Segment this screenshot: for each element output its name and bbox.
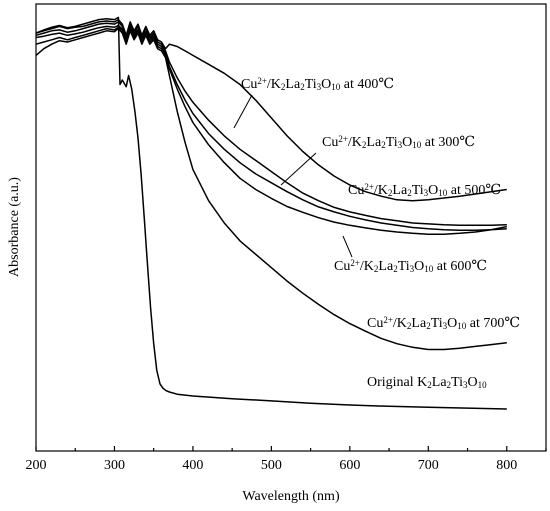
series-label-3: Cu2+/K2La2Ti3O10 at 600℃ — [334, 258, 487, 274]
series-label-2: Cu2+/K2La2Ti3O10 at 500℃ — [348, 182, 501, 198]
x-tick-label: 600 — [339, 458, 360, 473]
x-tick-label: 500 — [261, 458, 282, 473]
series-label-0: Cu2+/K2La2Ti3O10 at 400℃ — [241, 76, 394, 92]
x-axis-ticks — [35, 446, 547, 451]
series-line-5 — [35, 16, 507, 410]
x-axis-tick-labels: 200 300 400 500 600 700 800 — [26, 458, 518, 473]
leader-line-3 — [342, 235, 353, 258]
series-line-1 — [35, 21, 507, 227]
series-labels: Cu2+/K2La2Ti3O10 at 400℃ Cu2+/K2La2Ti3O10… — [241, 76, 520, 390]
x-axis-label: Wavelength (nm) — [242, 489, 340, 504]
x-tick-label: 800 — [496, 458, 517, 473]
y-axis-label: Absorbance (a.u.) — [7, 177, 22, 277]
plot-frame — [35, 3, 547, 452]
series-line-4 — [35, 27, 507, 351]
x-tick-label: 400 — [182, 458, 203, 473]
series-label-leaders — [233, 94, 353, 258]
leader-line-1 — [280, 152, 317, 186]
series-label-5: Original K2La2Ti3O10 — [367, 375, 487, 390]
leader-line-0 — [233, 94, 253, 129]
series-lines — [35, 16, 507, 410]
series-line-3 — [35, 26, 507, 235]
x-tick-label: 700 — [418, 458, 439, 473]
x-tick-label: 300 — [104, 458, 125, 473]
series-label-1: Cu2+/K2La2Ti3O10 at 300℃ — [322, 134, 475, 150]
series-line-0 — [35, 18, 507, 202]
series-label-4: Cu2+/K2La2Ti3O10 at 700℃ — [367, 315, 520, 331]
x-tick-label: 200 — [26, 458, 47, 473]
